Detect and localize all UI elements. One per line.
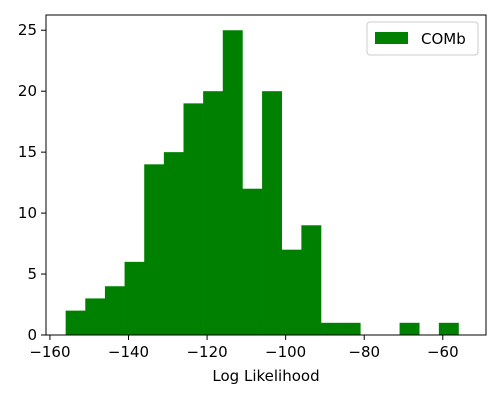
legend-swatch (375, 32, 408, 44)
histogram-bar (281, 249, 302, 335)
histogram-bar (301, 225, 322, 335)
x-tick-label: −120 (186, 343, 227, 361)
histogram-bar (183, 103, 204, 335)
histogram-bar (85, 298, 106, 335)
histogram-bar (262, 91, 283, 335)
x-tick-label: −140 (108, 343, 149, 361)
histogram-bar (144, 164, 165, 335)
x-axis-label: Log Likelihood (212, 367, 319, 385)
histogram-bar (124, 261, 145, 335)
legend: COMb (366, 21, 479, 56)
histogram-bar (203, 91, 224, 335)
y-tick-label: 5 (27, 265, 37, 283)
histogram-bar (242, 188, 263, 335)
y-tick-label: 25 (18, 21, 37, 39)
y-tick-label: 15 (18, 143, 37, 161)
x-tick-label: −60 (427, 343, 459, 361)
y-axis-ticks: 0 5 10 15 20 25 (18, 21, 46, 344)
histogram-bars (65, 30, 459, 335)
legend-label: COMb (421, 30, 466, 48)
histogram-bar (163, 152, 184, 335)
y-tick-label: 10 (18, 204, 37, 222)
histogram-bar (399, 322, 420, 335)
histogram-bar (65, 310, 86, 335)
legend-box (366, 21, 479, 56)
histogram-bar (438, 322, 459, 335)
histogram-bar (340, 322, 361, 335)
x-tick-label: −100 (265, 343, 306, 361)
histogram-bar (321, 322, 341, 335)
histogram-bar (104, 286, 125, 335)
x-tick-label: −160 (29, 343, 70, 361)
x-axis-ticks: −160 −140 −120 −100 −80 −60 (29, 335, 459, 361)
y-tick-label: 20 (18, 82, 37, 100)
y-tick-label: 0 (27, 326, 37, 344)
x-tick-label: −80 (348, 343, 380, 361)
histogram-bar (222, 30, 243, 335)
plot-frame (45, 14, 487, 336)
